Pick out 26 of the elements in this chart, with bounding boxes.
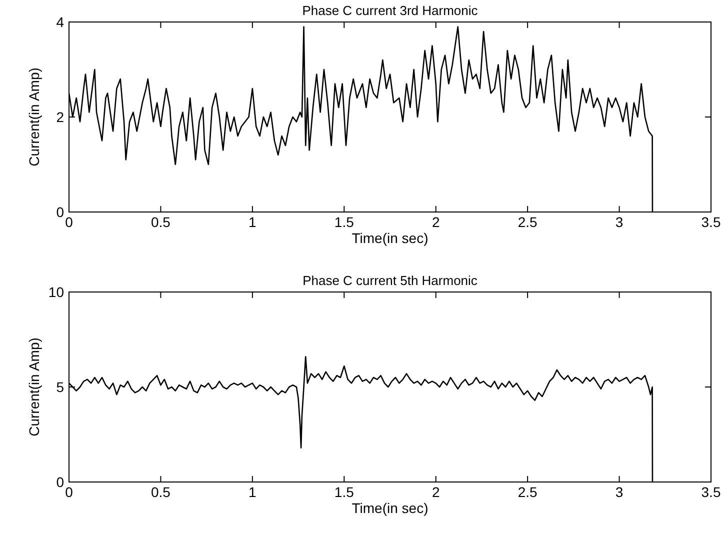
x-tick-label: 1.5 <box>334 214 354 230</box>
x-tick-label: 2 <box>432 484 440 500</box>
y-tick-label: 5 <box>56 379 64 395</box>
x-tick-label: 1 <box>248 214 257 230</box>
x-axis-title: Time(in sec) <box>352 230 428 246</box>
x-axis-title: Time(in sec) <box>352 500 428 516</box>
x-tick-label: 1.5 <box>334 484 354 500</box>
y-tick-label: 0 <box>56 474 64 490</box>
x-tick-label: 3.5 <box>701 214 721 230</box>
chart-title: Phase C current 3rd Harmonic <box>302 3 478 18</box>
chart-title: Phase C current 5th Harmonic <box>302 273 478 288</box>
x-tick-label: 0.5 <box>150 214 171 230</box>
x-tick-label: 3.5 <box>701 484 721 500</box>
x-tick-label: 2.5 <box>518 214 538 230</box>
y-tick-label: 4 <box>56 14 64 30</box>
x-tick-label: 1 <box>248 484 257 500</box>
x-tick-label: 3 <box>615 214 624 230</box>
x-tick-label: 2 <box>432 214 440 230</box>
x-tick-label: 2.5 <box>518 484 538 500</box>
x-tick-label: 0.5 <box>150 484 171 500</box>
y-axis-title: Current(in Amp) <box>26 338 42 436</box>
x-tick-label: 3 <box>615 484 624 500</box>
y-tick-label: 10 <box>48 284 64 300</box>
y-axis-title: Current(in Amp) <box>26 68 42 166</box>
y-tick-label: 2 <box>56 109 64 125</box>
y-tick-label: 0 <box>56 204 64 220</box>
